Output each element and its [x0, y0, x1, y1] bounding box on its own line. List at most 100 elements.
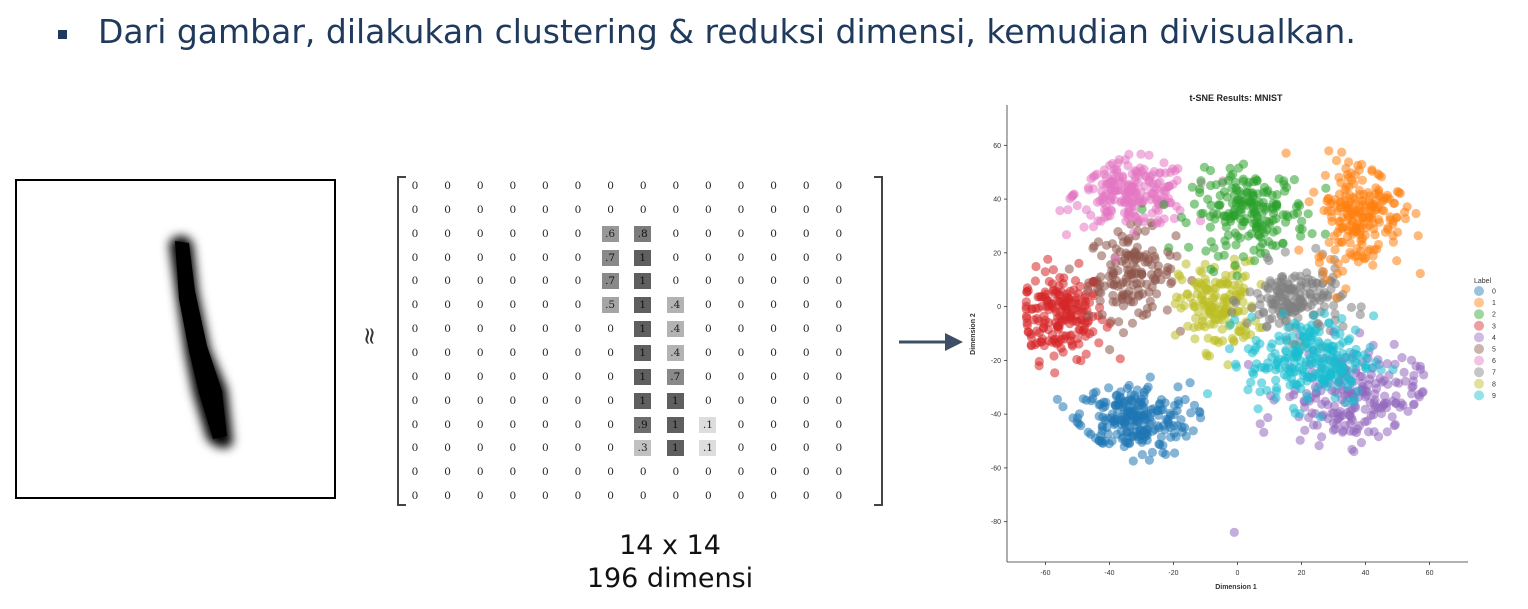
legend-label: 2: [1492, 312, 1496, 319]
scatter-point: [1129, 228, 1139, 238]
scatter-point: [1281, 148, 1291, 158]
matrix-cell: 0: [509, 323, 517, 336]
matrix-cell: 0: [509, 394, 517, 407]
scatter-point: [1365, 342, 1375, 352]
scatter-point: [1052, 339, 1062, 349]
matrix-cell: 0: [835, 346, 843, 359]
matrix-cell: 0: [411, 180, 419, 192]
scatter-point: [1389, 339, 1399, 349]
scatter-point: [1268, 215, 1278, 225]
matrix-cell: 0: [737, 418, 745, 431]
matrix-cell: 0: [542, 299, 549, 312]
scatter-point: [1338, 321, 1348, 331]
scatter-point: [1067, 192, 1077, 202]
matrix-cell: 0: [737, 466, 745, 479]
matrix-cell: 0: [411, 418, 419, 431]
scatter-point: [1034, 316, 1044, 326]
matrix-cell: 0: [411, 275, 419, 288]
matrix-cell: 0: [607, 370, 614, 383]
scatter-point: [1115, 354, 1125, 364]
scatter-point: [1113, 400, 1123, 410]
scatter-point: [1370, 230, 1380, 240]
scatter-point: [1167, 277, 1177, 287]
scatter-point: [1147, 447, 1157, 457]
scatter-point: [1407, 389, 1417, 399]
scatter-point: [1124, 380, 1134, 391]
scatter-point: [1205, 319, 1215, 329]
scatter-point: [1356, 438, 1366, 448]
scatter-point: [1257, 378, 1267, 388]
matrix-cell: 0: [705, 346, 712, 359]
scatter-point: [1349, 446, 1359, 457]
matrix-cell: 0: [802, 490, 810, 503]
scatter-point: [1127, 198, 1137, 208]
scatter-point: [1044, 296, 1054, 306]
matrix-cell: 0: [835, 275, 843, 288]
y-tick-label: -60: [991, 465, 1001, 472]
scatter-point: [1102, 422, 1112, 433]
scatter-point: [1166, 264, 1176, 274]
scatter-point: [1324, 146, 1334, 156]
scatter-point: [1086, 210, 1096, 220]
scatter-point: [1144, 175, 1154, 185]
matrix-cell: 0: [770, 346, 777, 359]
scatter-point: [1147, 208, 1157, 218]
scatter-point: [1242, 318, 1252, 328]
scatter-point: [1262, 385, 1272, 395]
scatter-point: [1198, 300, 1209, 310]
scatter-point: [1144, 455, 1154, 465]
scatter-point: [1070, 298, 1080, 308]
scatter-point: [1337, 147, 1347, 157]
matrix-cell: 0: [509, 346, 517, 359]
scatter-point: [1088, 172, 1098, 182]
y-tick-label: -80: [991, 519, 1001, 526]
scatter-point: [1181, 259, 1191, 269]
matrix-cell: 0: [476, 466, 484, 479]
scatter-point: [1336, 360, 1346, 370]
scatter-point: [1326, 254, 1336, 264]
scatter-point: [1243, 359, 1253, 370]
scatter-point: [1397, 353, 1407, 363]
matrix-cell: 0: [607, 180, 614, 192]
scatter-point: [1309, 310, 1319, 320]
scatter-point: [1040, 267, 1050, 277]
scatter-point: [1296, 231, 1306, 241]
scatter-point: [1314, 287, 1324, 297]
scatter-point: [1196, 176, 1206, 186]
scatter-point: [1058, 347, 1068, 357]
scatter-point: [1335, 197, 1345, 207]
scatter-point: [1411, 208, 1421, 219]
scatter-point: [1325, 368, 1336, 378]
matrix-cell: 0: [444, 466, 451, 479]
matrix-cell: 0: [705, 251, 712, 264]
scatter-point: [1382, 359, 1392, 369]
scatter-point: [1093, 216, 1103, 226]
scatter-point: [1350, 170, 1360, 180]
matrix-cell: 0: [509, 275, 517, 288]
matrix-cell: 1: [666, 440, 684, 457]
scatter-point: [1319, 267, 1329, 277]
matrix-cell: 0: [737, 442, 745, 455]
scatter-point: [1176, 212, 1186, 222]
scatter-point: [1137, 270, 1147, 280]
scatter-point: [1250, 216, 1260, 227]
matrix-cell: 0: [770, 418, 777, 431]
scatter-point: [1321, 183, 1331, 193]
matrix-cell: 0: [411, 490, 419, 503]
scatter-point: [1331, 155, 1342, 166]
scatter-point: [1110, 254, 1120, 264]
matrix-cell: .3: [634, 440, 652, 457]
scatter-point: [1094, 411, 1104, 421]
scatter-point: [1232, 231, 1242, 241]
scatter-point: [1280, 186, 1290, 196]
scatter-point: [1368, 260, 1378, 270]
scatter-point: [1362, 416, 1372, 426]
scatter-point: [1153, 410, 1164, 420]
scatter-point: [1202, 284, 1212, 294]
scatter-point: [1089, 241, 1099, 251]
matrix-cell: 0: [444, 490, 451, 503]
scatter-point: [1049, 351, 1059, 361]
matrix-cell: 0: [574, 180, 582, 192]
scatter-point: [1103, 207, 1113, 217]
scatter-point: [1309, 187, 1319, 197]
